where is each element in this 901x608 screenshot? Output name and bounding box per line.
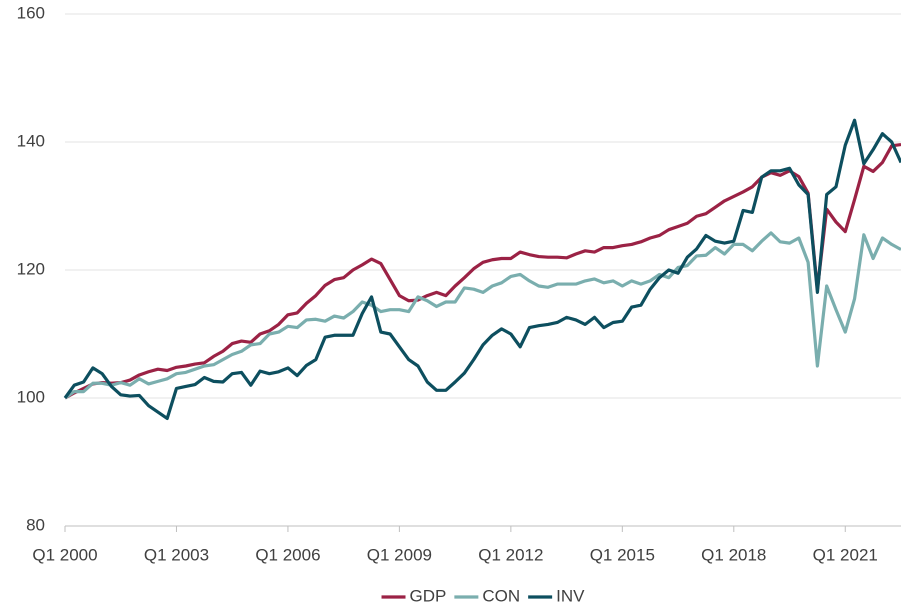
legend-label: INV: [556, 586, 585, 605]
data-line: [64, 231, 901, 400]
x-tick-label: Q1 2015: [590, 545, 655, 564]
x-tick-label: Q1 2021: [813, 545, 878, 564]
legend-label: GDP: [410, 586, 447, 605]
y-tick-label: 160: [17, 3, 45, 22]
x-tick-label: Q1 2006: [255, 545, 320, 564]
y-tick-label: 100: [17, 387, 45, 406]
x-tick-label: Q1 2000: [32, 545, 97, 564]
x-tick-label: Q1 2003: [144, 545, 209, 564]
y-tick-label: 140: [17, 131, 45, 150]
data-line: [64, 142, 901, 400]
y-tick-label: 80: [26, 515, 45, 534]
x-tick-label: Q1 2009: [367, 545, 432, 564]
y-tick-label: 120: [17, 259, 45, 278]
x-tick-label: Q1 2012: [478, 545, 543, 564]
x-tick-label: Q1 2018: [701, 545, 766, 564]
legend-label: CON: [482, 586, 520, 605]
data-line: [63, 118, 901, 421]
